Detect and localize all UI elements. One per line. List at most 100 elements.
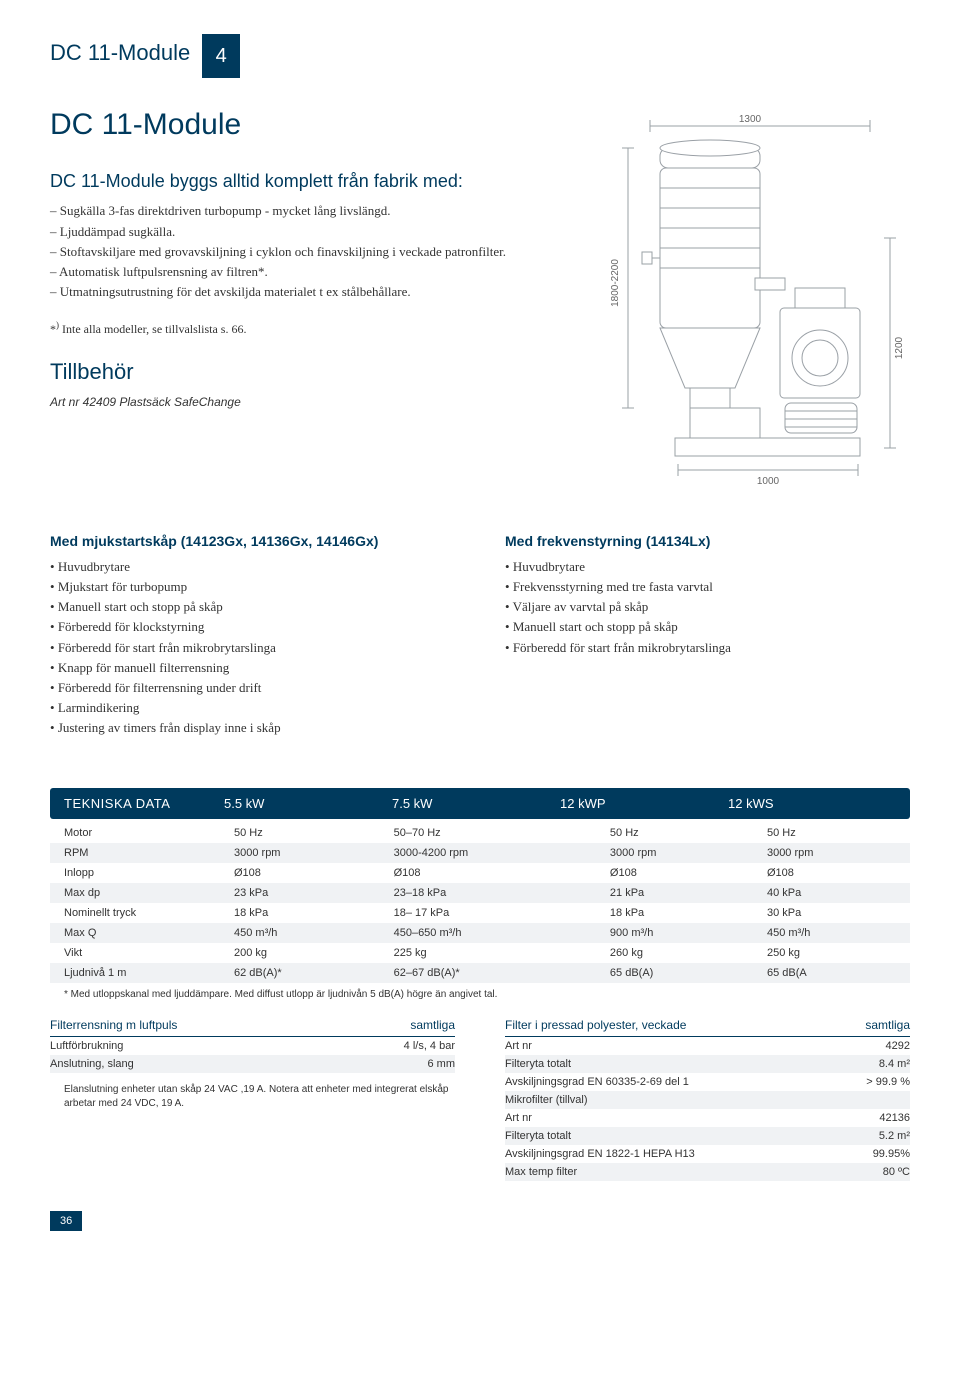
table-row: Motor50 Hz50–70 Hz50 Hz50 Hz: [50, 823, 910, 843]
table-row: InloppØ108Ø108Ø108Ø108: [50, 863, 910, 883]
spec-row: Filteryta totalt 5.2 m²: [505, 1127, 910, 1145]
machine-diagram-svg: 1300 1800-2200 1200 1000: [590, 108, 910, 488]
spec-row: Avskiljningsgrad EN 1822-1 HEPA H1399.95…: [505, 1145, 910, 1163]
spec-key: Filteryta totalt: [505, 1130, 571, 1142]
spec-val: 6 mm: [428, 1058, 456, 1070]
spec-row: Max temp filter80 ºC: [505, 1163, 910, 1181]
intro-item: Utmatningsutrustning för det avskiljda m…: [50, 282, 550, 302]
filter-right-title: Filter i pressad polyester, veckade samt…: [505, 1018, 910, 1037]
table-cell: 50–70 Hz: [380, 823, 596, 843]
table-cell: 50 Hz: [753, 823, 910, 843]
right-col-title: Med frekvenstyrning (14134Lx): [505, 533, 910, 549]
table-cell: 50 Hz: [596, 823, 753, 843]
table-cell: 23–18 kPa: [380, 883, 596, 903]
table-cell: Ø108: [220, 863, 380, 883]
tech-col: 7.5 kW: [392, 796, 560, 811]
table-cell: 3000 rpm: [220, 843, 380, 863]
table-row: Max dp23 kPa23–18 kPa21 kPa40 kPa: [50, 883, 910, 903]
tillbehor-line: Art nr 42409 Plastsäck SafeChange: [50, 395, 550, 409]
filter-right-title-text: Filter i pressad polyester, veckade: [505, 1018, 686, 1032]
left-col-title: Med mjukstartskåp (14123Gx, 14136Gx, 141…: [50, 533, 455, 549]
spec-key: Mikrofilter (tillval): [505, 1094, 588, 1106]
spec-key: Max temp filter: [505, 1166, 577, 1178]
spec-key: Luftförbrukning: [50, 1040, 123, 1052]
list-item: Justering av timers från display inne i …: [50, 718, 455, 738]
table-cell: Inlopp: [50, 863, 220, 883]
main-title: DC 11-Module: [50, 108, 550, 142]
table-cell: Ø108: [596, 863, 753, 883]
section-badge: 4: [202, 34, 240, 78]
spec-key: Filteryta totalt: [505, 1058, 571, 1070]
page-header: DC 11-Module 4: [50, 40, 910, 78]
list-item: Väljare av varvtal på skåp: [505, 597, 910, 617]
technical-drawing: 1300 1800-2200 1200 1000: [590, 108, 910, 493]
tech-col: 5.5 kW: [224, 796, 392, 811]
tillbehor-title: Tillbehör: [50, 359, 550, 385]
table-cell: Vikt: [50, 943, 220, 963]
table-cell: 3000-4200 rpm: [380, 843, 596, 863]
table-cell: 450–650 m³/h: [380, 923, 596, 943]
intro-item: Automatisk luftpulsrensning av filtren*.: [50, 262, 550, 282]
filter-left-title-val: samtliga: [410, 1018, 455, 1032]
table-cell: RPM: [50, 843, 220, 863]
table-row: Nominellt tryck18 kPa18– 17 kPa18 kPa30 …: [50, 903, 910, 923]
table-cell: 65 dB(A): [596, 963, 753, 983]
right-col-list: Huvudbrytare Frekvensstyrning med tre fa…: [505, 557, 910, 658]
intro-item: Ljuddämpad sugkälla.: [50, 222, 550, 242]
list-item: Förberedd för start från mikrobrytarslin…: [505, 638, 910, 658]
tech-data-table: Motor50 Hz50–70 Hz50 Hz50 HzRPM3000 rpm3…: [50, 823, 910, 983]
table-cell: 900 m³/h: [596, 923, 753, 943]
spec-val: 99.95%: [873, 1148, 910, 1160]
dim-bottom: 1000: [757, 476, 780, 487]
table-row: Max Q450 m³/h450–650 m³/h900 m³/h450 m³/…: [50, 923, 910, 943]
table-cell: 50 Hz: [220, 823, 380, 843]
table-cell: 3000 rpm: [596, 843, 753, 863]
tech-data-header: TEKNISKA DATA 5.5 kW 7.5 kW 12 kWP 12 kW…: [50, 788, 910, 819]
filter-left-title: Filterrensning m luftpuls samtliga: [50, 1018, 455, 1037]
intro-item: Stoftavskiljare med grovavskiljning i cy…: [50, 242, 550, 262]
table-cell: 3000 rpm: [753, 843, 910, 863]
dim-right: 1200: [894, 336, 905, 359]
spec-row: Anslutning, slang6 mm: [50, 1055, 455, 1073]
spec-row: Mikrofilter (tillval): [505, 1091, 910, 1109]
table-row: RPM3000 rpm3000-4200 rpm3000 rpm3000 rpm: [50, 843, 910, 863]
table-cell: 200 kg: [220, 943, 380, 963]
intro-subtitle: DC 11-Module byggs alltid komplett från …: [50, 170, 550, 193]
tech-col: 12 kWS: [728, 796, 896, 811]
table-cell: 250 kg: [753, 943, 910, 963]
table-cell: Nominellt tryck: [50, 903, 220, 923]
table-cell: Motor: [50, 823, 220, 843]
left-col-list: Huvudbrytare Mjukstart för turbopump Man…: [50, 557, 455, 738]
table-cell: 40 kPa: [753, 883, 910, 903]
page-number: 36: [50, 1211, 82, 1231]
spec-val: 42136: [879, 1112, 910, 1124]
table-cell: 21 kPa: [596, 883, 753, 903]
tech-col: 12 kWP: [560, 796, 728, 811]
table-cell: 62 dB(A)*: [220, 963, 380, 983]
table-cell: 260 kg: [596, 943, 753, 963]
dim-top: 1300: [739, 114, 762, 125]
list-item: Mjukstart för turbopump: [50, 577, 455, 597]
list-item: Manuell start och stopp på skåp: [505, 617, 910, 637]
list-item: Huvudbrytare: [50, 557, 455, 577]
table-cell: Max dp: [50, 883, 220, 903]
list-item: Huvudbrytare: [505, 557, 910, 577]
table-cell: 18– 17 kPa: [380, 903, 596, 923]
table-cell: 18 kPa: [596, 903, 753, 923]
intro-item: Sugkälla 3-fas direktdriven turbopump - …: [50, 201, 550, 221]
table-row: Vikt200 kg225 kg260 kg250 kg: [50, 943, 910, 963]
table-cell: 450 m³/h: [220, 923, 380, 943]
footnote-text: Inte alla modeller, se tillvalslista s. …: [59, 322, 246, 336]
list-item: Frekvensstyrning med tre fasta varvtal: [505, 577, 910, 597]
list-item: Knapp för manuell filterrensning: [50, 658, 455, 678]
spec-row: Art nr4292: [505, 1037, 910, 1055]
spec-val: 8.4 m²: [879, 1058, 910, 1070]
table-cell: 225 kg: [380, 943, 596, 963]
footnote: *) Inte alla modeller, se tillvalslista …: [50, 320, 550, 337]
spec-val: 5.2 m²: [879, 1130, 910, 1142]
table-row: Ljudnivå 1 m62 dB(A)*62–67 dB(A)*65 dB(A…: [50, 963, 910, 983]
spec-val: 4292: [886, 1040, 910, 1052]
spec-val: > 99.9 %: [866, 1076, 910, 1088]
table-cell: 62–67 dB(A)*: [380, 963, 596, 983]
spec-row: Avskiljningsgrad EN 60335-2-69 del 1> 99…: [505, 1073, 910, 1091]
